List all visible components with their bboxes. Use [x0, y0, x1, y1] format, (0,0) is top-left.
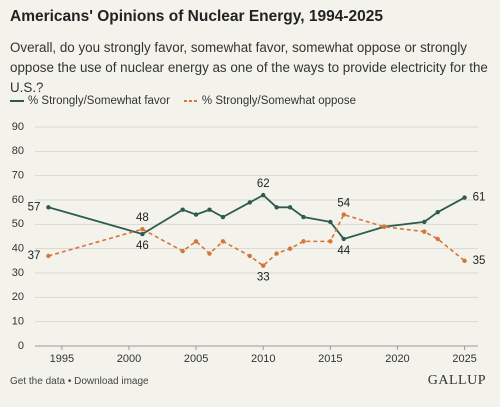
link[interactable]: Get the data [10, 376, 66, 387]
link[interactable]: Download image [74, 376, 149, 387]
x-tick-label: 1995 [50, 353, 74, 365]
data-label: 61 [473, 192, 486, 204]
point [274, 205, 279, 210]
y-tick-label: 70 [12, 170, 24, 182]
point [261, 263, 266, 268]
point [180, 248, 185, 254]
point [261, 192, 266, 198]
point [220, 214, 226, 220]
point [140, 231, 145, 237]
data-label: 62 [257, 178, 270, 190]
data-label: 54 [337, 198, 350, 210]
data-label: 46 [136, 240, 149, 252]
point [193, 212, 199, 217]
point [46, 205, 51, 210]
y-tick-label: 80 [12, 145, 24, 157]
point [220, 239, 226, 244]
legend-label: % Strongly/Somewhat oppose [202, 95, 356, 107]
point [287, 205, 293, 210]
x-tick-label: 2010 [251, 353, 275, 365]
y-tick-label: 90 [12, 121, 24, 133]
data-label: 48 [136, 212, 149, 224]
point [462, 258, 467, 264]
x-tick-label: 2000 [117, 353, 141, 365]
point [422, 229, 427, 234]
point [422, 219, 427, 225]
brand: GALLUP [427, 373, 486, 388]
chart-title: Americans' Opinions of Nuclear Energy, 1… [10, 8, 383, 25]
point [46, 253, 51, 259]
point [301, 214, 306, 220]
series-line [48, 213, 466, 267]
point [435, 209, 440, 215]
y-tick-label: 0 [18, 340, 24, 352]
x-tick-label: 2005 [184, 353, 208, 365]
x-tick-label: 2025 [452, 353, 476, 365]
point [274, 251, 279, 256]
point [207, 251, 212, 256]
point [301, 239, 306, 244]
point [341, 212, 346, 217]
point [140, 227, 145, 232]
point [247, 253, 252, 259]
footer-links: Get the data • Download image [10, 376, 149, 387]
y-tick-label: 10 [12, 316, 24, 328]
point [328, 219, 333, 225]
data-label: 57 [28, 201, 41, 213]
point [328, 239, 333, 244]
point [381, 224, 387, 229]
data-label: 37 [28, 250, 41, 262]
point [287, 246, 293, 251]
point [180, 207, 185, 212]
y-tick-label: 30 [12, 267, 24, 279]
x-tick-label: 2015 [318, 353, 342, 365]
y-tick-label: 20 [12, 291, 24, 303]
y-tick-label: 60 [12, 194, 24, 206]
series-line [48, 194, 466, 240]
data-label: 33 [257, 272, 270, 284]
chart-subtitle: Overall, do you strongly favor, somewhat… [10, 40, 488, 95]
point [247, 200, 252, 205]
data-label: 35 [473, 255, 486, 267]
point [207, 207, 212, 212]
point [193, 239, 199, 244]
data-label: 44 [337, 245, 350, 257]
y-tick-label: 40 [12, 243, 24, 255]
legend-label: % Strongly/Somewhat favor [28, 95, 170, 107]
point [341, 236, 346, 242]
point [462, 195, 467, 200]
y-tick-label: 50 [12, 218, 24, 230]
x-tick-label: 2020 [385, 353, 409, 365]
point [435, 236, 440, 242]
